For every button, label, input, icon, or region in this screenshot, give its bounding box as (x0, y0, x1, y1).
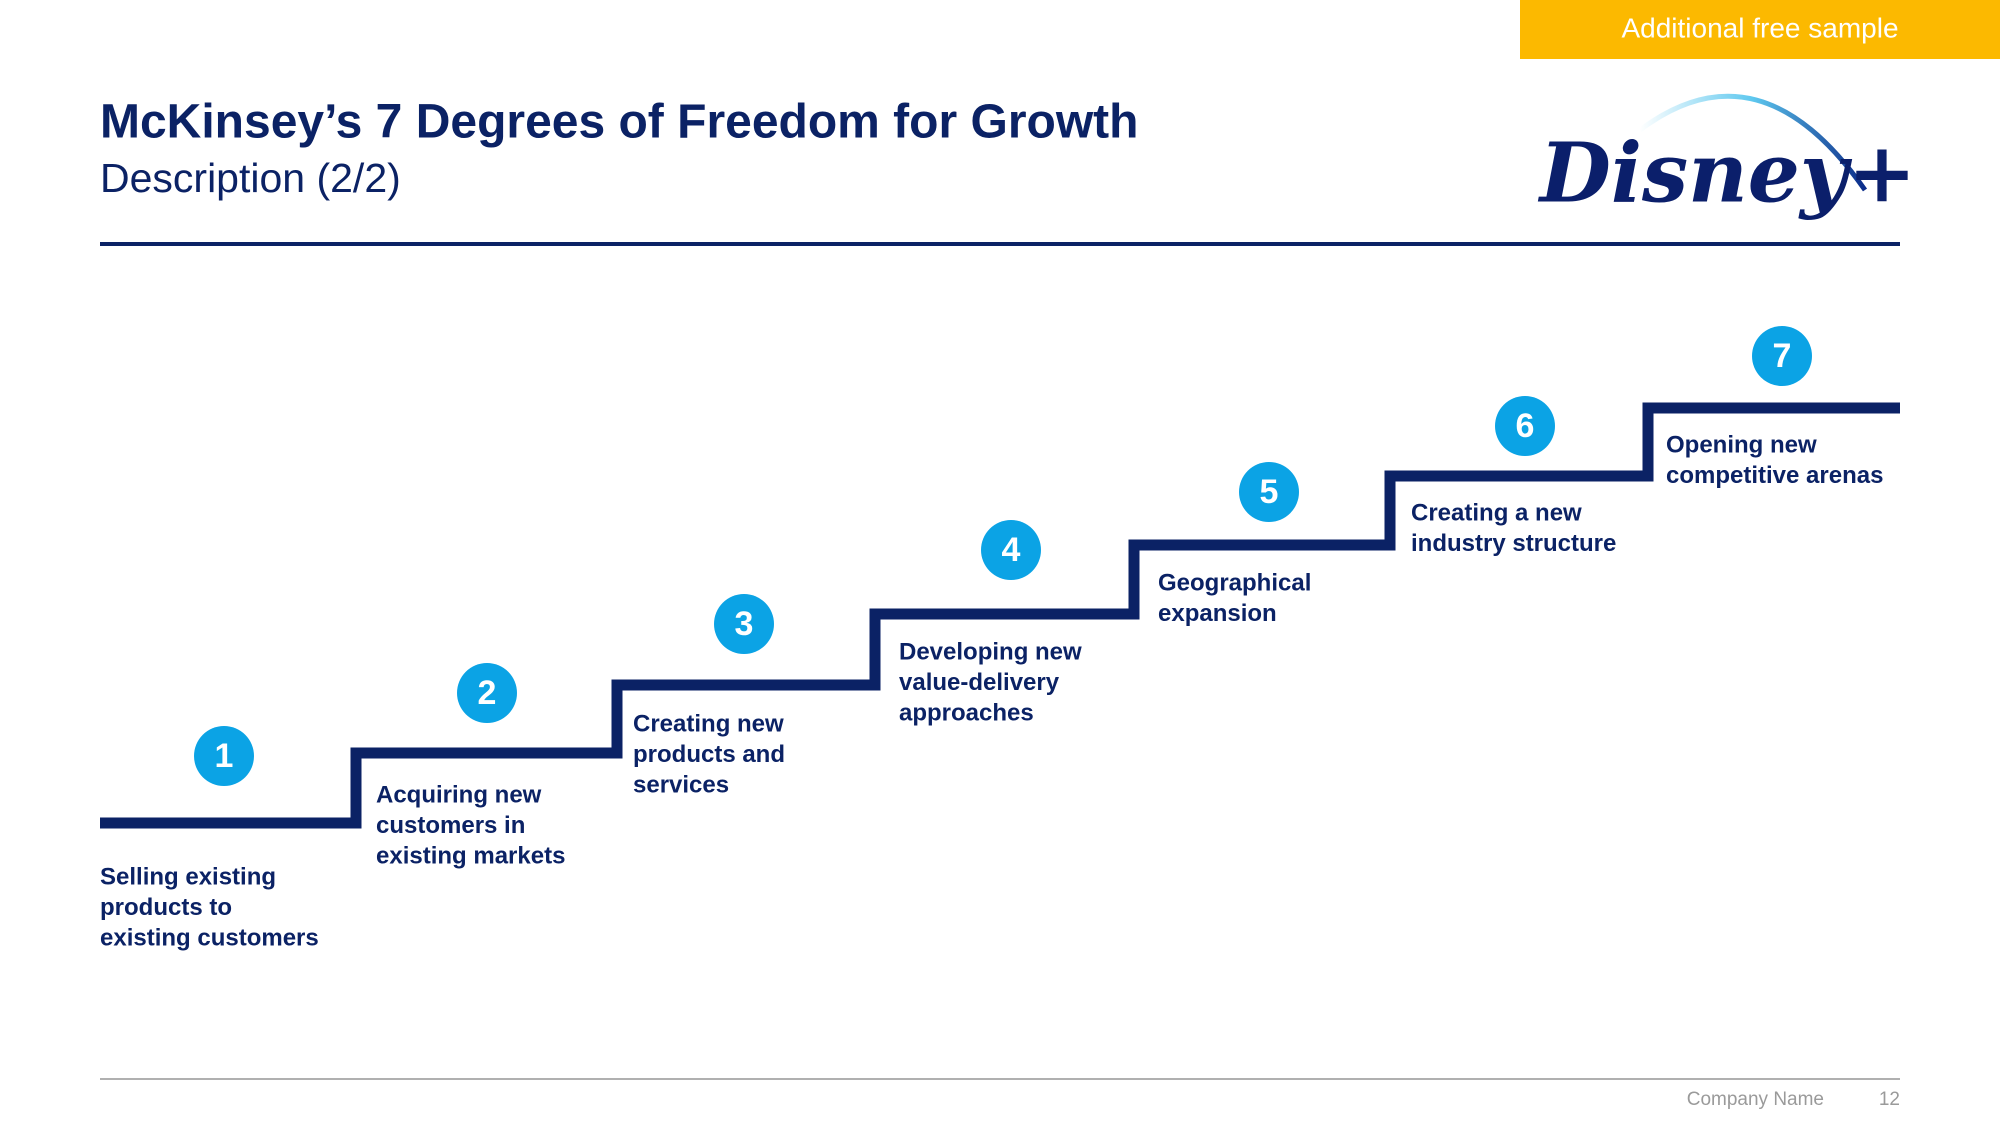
step-number: 7 (1773, 337, 1792, 375)
step-circle (457, 663, 517, 723)
step-label: existing customers (100, 924, 319, 951)
step-label: competitive arenas (1666, 462, 1883, 489)
step-label: Creating a new (1411, 499, 1582, 526)
step-number: 3 (735, 605, 754, 643)
step-label: industry structure (1411, 530, 1616, 557)
step-label: customers in (376, 812, 525, 839)
step-label: Developing new (899, 638, 1082, 665)
step-label: Opening new (1666, 431, 1817, 458)
step-circle (714, 594, 774, 654)
company-name: Company Name (1687, 1089, 1824, 1110)
step-label: value-delivery (899, 669, 1060, 696)
step-label: products to (100, 894, 232, 921)
step-label: Geographical (1158, 569, 1311, 596)
step-circle (194, 726, 254, 786)
step-label: Creating new (633, 710, 784, 737)
step-circle (1239, 462, 1299, 522)
stair-line (100, 402, 1900, 829)
badge: Additional free sample (1621, 12, 1898, 43)
step-circle (1752, 326, 1812, 386)
subtitle: Description (2/2) (100, 155, 401, 201)
step-circle (981, 520, 1041, 580)
step-label: existing markets (376, 842, 565, 869)
title: McKinsey’s 7 Degrees of Freedom for Grow… (100, 96, 1138, 149)
step-label: Acquiring new (376, 781, 542, 808)
step-number: 6 (1516, 407, 1535, 445)
logo: Disney+ (1538, 125, 1917, 221)
step-number: 5 (1260, 473, 1279, 511)
step-number: 4 (1002, 531, 1021, 569)
staircase: 1 Selling existing products to existing cus… (100, 326, 1900, 951)
step-label: expansion (1158, 600, 1277, 627)
step-circle (1495, 396, 1555, 456)
step-label: approaches (899, 699, 1034, 726)
logo-arc (1638, 93, 1868, 192)
step-label: products and (633, 741, 785, 768)
badge-bg (1520, 0, 2000, 59)
step-number: 1 (215, 737, 234, 775)
step-label: services (633, 771, 729, 798)
step-number: 2 (478, 674, 497, 712)
step-label: Selling existing (100, 863, 276, 890)
page-number: 12 (1879, 1089, 1900, 1110)
